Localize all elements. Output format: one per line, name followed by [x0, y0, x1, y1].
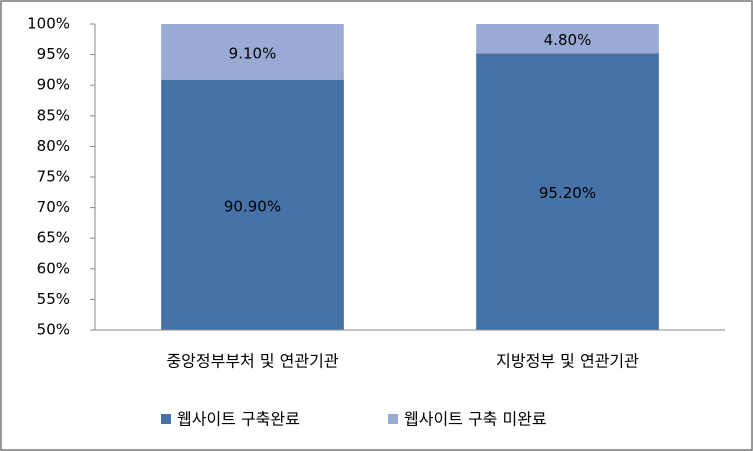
- data-label: 9.10%: [229, 44, 277, 62]
- x-tick-label: 중앙정부부처 및 연관기관: [166, 352, 338, 371]
- y-tick-label: 60%: [37, 259, 70, 277]
- bar-segment: [161, 24, 344, 80]
- data-label: 4.80%: [544, 31, 592, 49]
- legend-swatch: [161, 414, 171, 424]
- data-label: 90.90%: [224, 197, 281, 215]
- y-tick-label: 70%: [37, 198, 70, 216]
- y-tick-label: 100%: [27, 15, 70, 33]
- x-tick-label: 지방정부 및 연관기관: [496, 352, 639, 371]
- y-tick-label: 95%: [37, 45, 70, 63]
- y-tick-label: 50%: [37, 321, 70, 339]
- y-tick-label: 65%: [37, 229, 70, 247]
- data-label: 95.20%: [539, 184, 596, 202]
- y-tick-label: 55%: [37, 290, 70, 308]
- legend-label: 웹사이트 구축완료: [177, 410, 300, 429]
- y-tick-label: 90%: [37, 76, 70, 94]
- bar-segment: [161, 79, 344, 330]
- y-tick-label: 85%: [37, 106, 70, 124]
- legend-label: 웹사이트 구축 미완료: [404, 410, 547, 429]
- y-tick-label: 80%: [37, 137, 70, 155]
- legend-swatch: [388, 414, 398, 424]
- y-tick-label: 75%: [37, 168, 70, 186]
- bar-segment: [476, 53, 659, 330]
- bar-segment: [476, 24, 659, 54]
